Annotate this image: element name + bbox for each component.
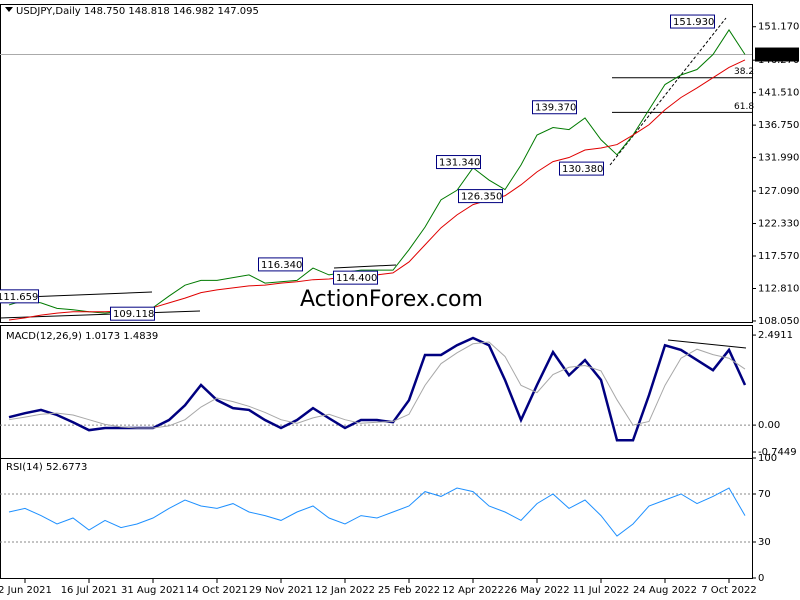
price-label-box [110,306,155,321]
price-label-box [559,161,604,176]
x-tick-label: 31 Aug 2021 [121,585,185,596]
y-tick-label: 131.990 [758,153,799,164]
y-tick-label: 136.750 [758,120,799,131]
x-tick-label: 25 Feb 2022 [378,585,440,596]
fib-label: 38.2 [734,67,754,77]
rsi-title: RSI(14) 52.6773 [6,462,87,473]
trend-line [609,17,727,166]
price-label-box [458,189,503,204]
price-label: 126.350 [461,192,502,203]
price-label: 139.370 [535,103,576,114]
x-tick-label: 7 Oct 2022 [701,585,756,596]
y-tick-label: 0.00 [758,420,780,431]
series-line [8,487,746,537]
y-tick-label: 30 [758,537,771,548]
y-tick-label: -0.7449 [758,447,797,458]
price-label: 130.380 [562,164,603,175]
y-tick-label: 100 [758,453,777,464]
x-tick-label: 11 Jul 2022 [573,585,630,596]
y-tick-label: 117.570 [758,251,799,262]
last-price-box [755,47,799,62]
y-tick-label: 141.510 [758,88,799,99]
price-label: 116.340 [261,260,302,271]
macd-panel [0,325,753,459]
macd-title: MACD(12,26,9) 1.0173 1.4839 [6,331,158,342]
x-tick-label: 14 Oct 2021 [186,585,248,596]
trend-line [333,264,397,269]
y-tick-label: 70 [758,489,771,500]
x-tick-label: 2 Jun 2021 [0,585,52,596]
price-label-box [0,289,39,304]
rsi-panel [0,458,753,579]
y-tick-label: 0 [758,573,764,584]
series-line [8,341,746,429]
x-tick-label: 26 May 2022 [504,585,569,596]
price-label: 111.659 [0,292,38,303]
price-title: USDJPY,Daily 148.750 148.818 146.982 147… [16,6,259,17]
x-tick-label: 16 Jul 2021 [61,585,118,596]
y-tick-label: 2.4911 [758,330,793,341]
y-tick-label: 122.330 [758,219,799,230]
x-tick-label: 12 Apr 2022 [442,585,504,596]
price-panel [0,4,753,323]
menu-arrow [5,7,13,12]
x-tick-label: 29 Nov 2021 [249,585,313,596]
last-price-label: 147.095 [758,50,799,61]
fib-label: 61.8 [734,102,754,112]
price-label-box [258,257,303,272]
price-label-box [333,270,378,285]
price-label: 109.118 [113,309,154,320]
watermark: ActionForex.com [300,287,483,312]
price-label: 131.340 [439,158,480,169]
x-tick-label: 12 Jan 2022 [315,585,375,596]
price-label: 114.400 [336,273,377,284]
y-tick-label: 151.170 [758,22,799,33]
x-tick-label: 24 Aug 2022 [633,585,697,596]
price-label: 151.930 [673,17,714,28]
price-label-box [670,14,715,29]
y-tick-label: 127.090 [758,186,799,197]
price-label-box [532,100,577,115]
y-tick-label: 108.050 [758,316,799,327]
y-tick-label: 112.810 [758,283,799,294]
divergence-line [667,339,747,349]
price-label-box [436,155,481,170]
